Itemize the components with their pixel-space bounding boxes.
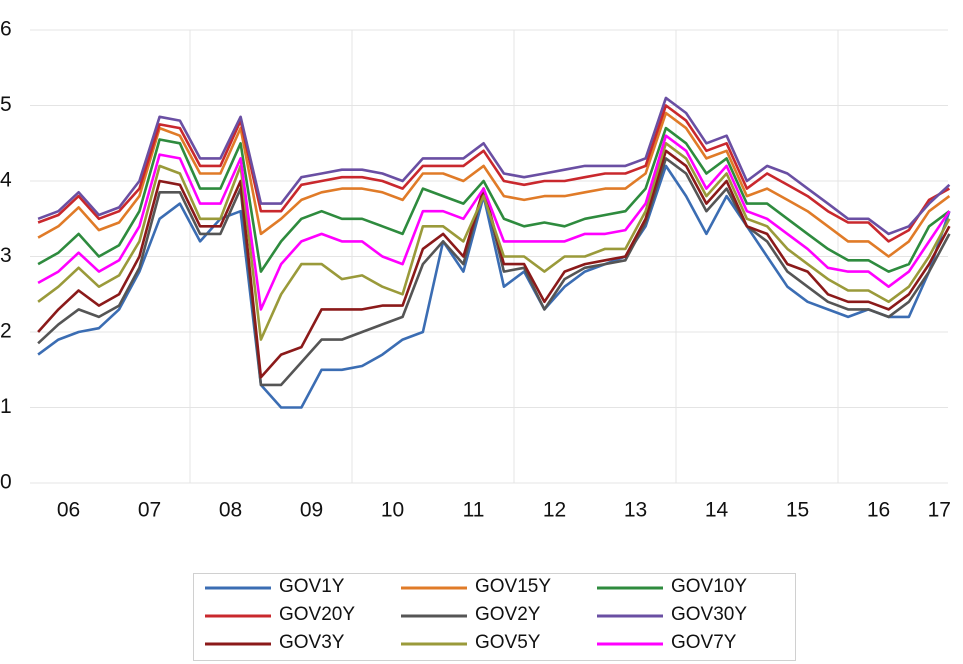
x-tick-label: 06 bbox=[57, 499, 80, 522]
legend-label: GOV2Y bbox=[475, 604, 541, 625]
x-tick-label: 07 bbox=[138, 499, 161, 522]
x-tick-label: 09 bbox=[300, 499, 323, 522]
series-line bbox=[37, 149, 951, 379]
y-tick-label: 1 bbox=[0, 395, 12, 418]
plot-area bbox=[37, 96, 951, 409]
x-tick-label: 12 bbox=[543, 499, 566, 522]
series-line bbox=[37, 134, 951, 311]
x-tick-label: 17 bbox=[928, 499, 951, 522]
y-tick-label: 0 bbox=[0, 471, 12, 494]
series-line bbox=[37, 164, 951, 409]
grid bbox=[30, 29, 948, 484]
series-line bbox=[37, 126, 951, 273]
legend-label: GOV5Y bbox=[475, 632, 541, 653]
x-tick-label: 08 bbox=[219, 499, 242, 522]
legend-label: GOV15Y bbox=[475, 576, 551, 597]
legend-label: GOV7Y bbox=[671, 632, 737, 653]
y-tick-label: 4 bbox=[0, 169, 12, 192]
y-tick-label: 3 bbox=[0, 244, 12, 267]
x-tick-label: 10 bbox=[381, 499, 404, 522]
x-tick-label: 15 bbox=[786, 499, 809, 522]
x-tick-label: 16 bbox=[867, 499, 890, 522]
x-tick-label: 13 bbox=[624, 499, 647, 522]
series-line bbox=[37, 142, 951, 341]
x-tick-label: 11 bbox=[463, 499, 485, 522]
legend-label: GOV3Y bbox=[279, 632, 345, 653]
y-tick-label: 5 bbox=[0, 93, 12, 116]
x-tick-label: 14 bbox=[705, 499, 729, 522]
legend-label: GOV1Y bbox=[279, 576, 345, 597]
y-tick-label: 2 bbox=[0, 320, 12, 343]
legend-label: GOV10Y bbox=[671, 576, 747, 597]
legend-label: GOV20Y bbox=[279, 604, 355, 625]
series-line bbox=[37, 111, 951, 258]
legend-box bbox=[193, 573, 796, 661]
legend: GOV1Y GOV15Y GOV10Y GOV20Y GOV2Y GOV30Y GOV3Y G… bbox=[193, 573, 796, 661]
series-line bbox=[37, 104, 951, 243]
series-line bbox=[37, 96, 951, 236]
legend-label: GOV30Y bbox=[671, 604, 747, 625]
y-tick-label: 6 bbox=[0, 18, 12, 41]
